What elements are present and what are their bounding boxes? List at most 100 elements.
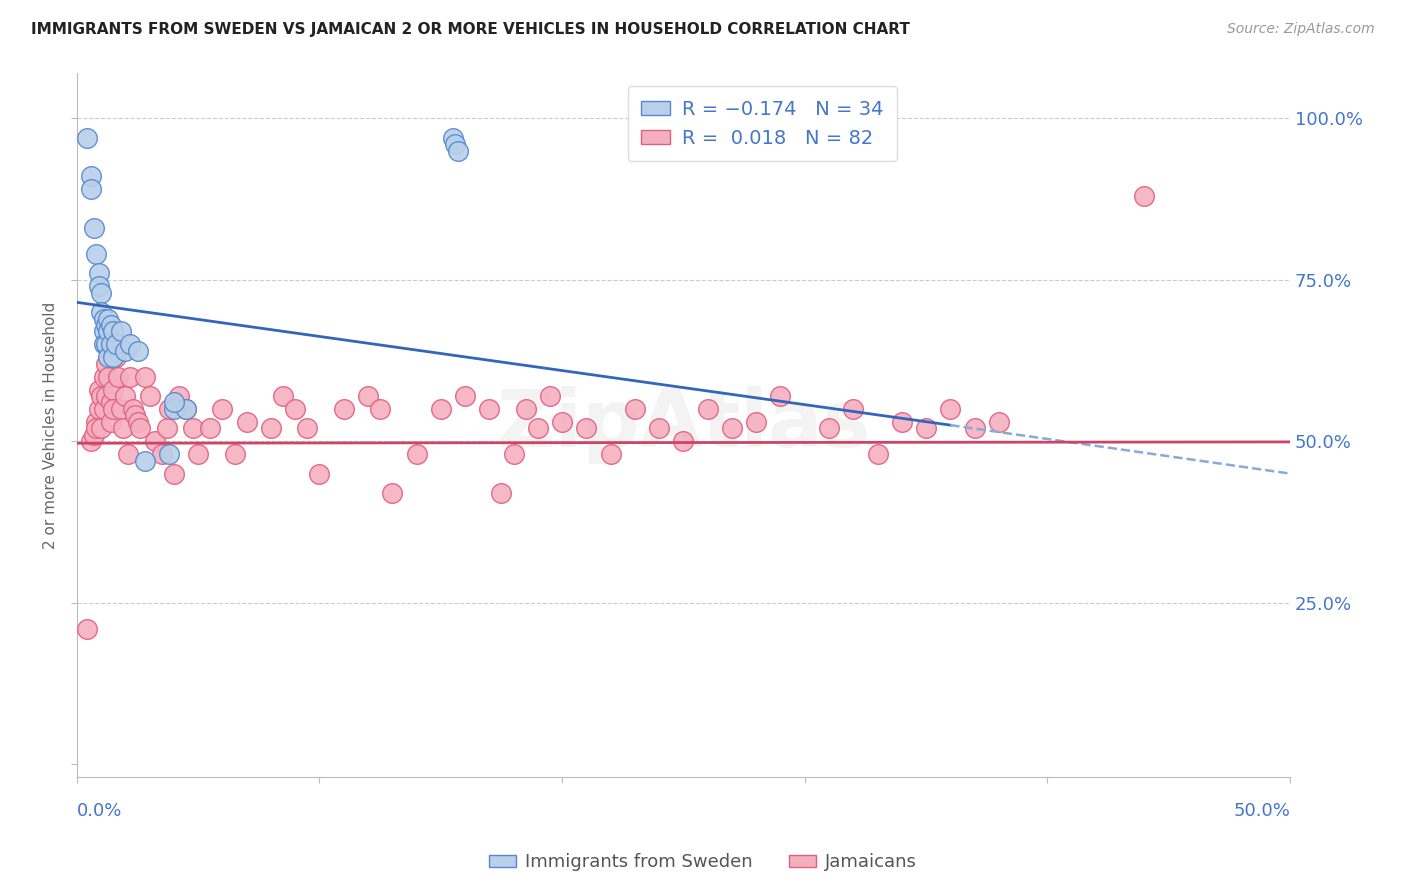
Point xyxy=(120,337,142,351)
Point xyxy=(103,383,125,397)
Point xyxy=(90,389,112,403)
Point xyxy=(224,447,246,461)
Point xyxy=(447,144,470,158)
Point xyxy=(114,343,136,358)
Point xyxy=(83,221,105,235)
Point xyxy=(368,401,391,416)
Point xyxy=(157,401,180,416)
Point xyxy=(478,401,501,416)
Point xyxy=(502,447,524,461)
Point xyxy=(527,421,550,435)
Point xyxy=(167,389,190,403)
Point xyxy=(624,401,647,416)
Point xyxy=(430,401,453,416)
Point xyxy=(1133,188,1156,202)
Point xyxy=(84,415,107,429)
Point xyxy=(87,279,110,293)
Point xyxy=(297,421,319,435)
Point xyxy=(769,389,792,403)
Point xyxy=(987,415,1010,429)
Point xyxy=(103,351,125,365)
Text: ZipAtlas: ZipAtlas xyxy=(496,386,870,464)
Point xyxy=(90,305,112,319)
Point xyxy=(143,434,166,449)
Point xyxy=(100,395,122,409)
Point xyxy=(187,447,209,461)
Y-axis label: 2 or more Vehicles in Household: 2 or more Vehicles in Household xyxy=(44,301,58,549)
Point xyxy=(551,415,574,429)
Point xyxy=(87,266,110,280)
Point xyxy=(515,401,537,416)
Point xyxy=(745,415,768,429)
Point xyxy=(90,285,112,300)
Point xyxy=(107,369,129,384)
Point xyxy=(100,415,122,429)
Point xyxy=(284,401,307,416)
Point xyxy=(87,383,110,397)
Point xyxy=(163,401,186,416)
Point xyxy=(124,409,146,423)
Point xyxy=(84,421,107,435)
Point xyxy=(84,247,107,261)
Point xyxy=(104,337,127,351)
Point xyxy=(76,622,98,636)
Point xyxy=(93,337,115,351)
Point xyxy=(90,421,112,435)
Point xyxy=(138,389,160,403)
Point xyxy=(97,369,120,384)
Point xyxy=(381,486,404,500)
Point xyxy=(939,401,962,416)
Point xyxy=(80,182,103,196)
Point xyxy=(842,401,865,416)
Point xyxy=(93,401,115,416)
Point xyxy=(163,395,186,409)
Point xyxy=(174,401,197,416)
Point xyxy=(83,427,105,442)
Point xyxy=(538,389,561,403)
Point xyxy=(444,136,467,151)
Point xyxy=(110,325,132,339)
Point xyxy=(127,415,149,429)
Text: IMMIGRANTS FROM SWEDEN VS JAMAICAN 2 OR MORE VEHICLES IN HOUSEHOLD CORRELATION C: IMMIGRANTS FROM SWEDEN VS JAMAICAN 2 OR … xyxy=(31,22,910,37)
Point xyxy=(100,337,122,351)
Point xyxy=(441,130,464,145)
Point xyxy=(100,318,122,332)
Point xyxy=(114,389,136,403)
Point xyxy=(260,421,283,435)
Point xyxy=(696,401,718,416)
Point xyxy=(308,467,330,481)
Point xyxy=(97,325,120,339)
Text: 0.0%: 0.0% xyxy=(77,802,122,820)
Point xyxy=(93,369,115,384)
Point xyxy=(491,486,513,500)
Point xyxy=(405,447,427,461)
Point xyxy=(156,421,179,435)
Point xyxy=(915,421,938,435)
Point xyxy=(76,130,98,145)
Point xyxy=(117,447,139,461)
Point xyxy=(672,434,695,449)
Point xyxy=(963,421,986,435)
Point xyxy=(211,401,233,416)
Point xyxy=(94,318,117,332)
Point xyxy=(104,351,127,365)
Point xyxy=(183,421,205,435)
Point xyxy=(127,343,149,358)
Point xyxy=(271,389,294,403)
Point xyxy=(174,401,197,416)
Point xyxy=(332,401,354,416)
Point xyxy=(818,421,841,435)
Point xyxy=(97,311,120,326)
Point xyxy=(129,421,152,435)
Text: Source: ZipAtlas.com: Source: ZipAtlas.com xyxy=(1227,22,1375,37)
Point xyxy=(97,337,120,351)
Point xyxy=(357,389,380,403)
Point xyxy=(80,169,103,184)
Point xyxy=(134,453,156,467)
Point xyxy=(235,415,257,429)
Point xyxy=(150,447,173,461)
Point xyxy=(599,447,621,461)
Point xyxy=(97,351,120,365)
Point xyxy=(157,447,180,461)
Point xyxy=(94,389,117,403)
